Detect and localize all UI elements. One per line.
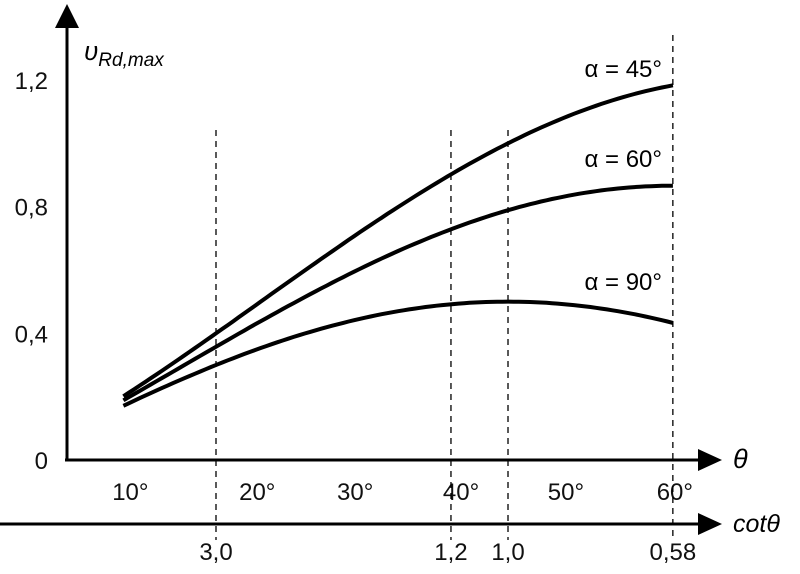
x-tick-label: 30° bbox=[337, 479, 373, 506]
series-line-alpha-60 bbox=[122, 183, 673, 403]
series-line-alpha-90 bbox=[122, 299, 674, 408]
x-tick-label: 10° bbox=[112, 479, 148, 506]
series-label: α = 90° bbox=[584, 269, 662, 296]
y-tick-label: 0 bbox=[35, 448, 48, 475]
cot-tick-label: 1,2 bbox=[434, 539, 467, 566]
x-tick-label: 20° bbox=[239, 479, 275, 506]
y-axis-arrow-icon bbox=[55, 4, 79, 28]
series-line-alpha-45 bbox=[122, 83, 674, 398]
cot-tick-label: 0,58 bbox=[649, 539, 696, 566]
x-tick-label: 50° bbox=[548, 479, 584, 506]
cot-tick-label: 1,0 bbox=[491, 539, 524, 566]
cot-axis-arrow-icon bbox=[698, 513, 722, 535]
y-axis-label: υRd,max bbox=[84, 36, 165, 71]
x-axis-arrow-icon bbox=[698, 449, 722, 471]
cot-tick-label: 3,0 bbox=[199, 539, 232, 566]
y-tick-label: 0,8 bbox=[15, 195, 48, 222]
x-tick-label: 40° bbox=[443, 479, 479, 506]
x-tick-label: 60° bbox=[657, 479, 693, 506]
y-tick-label: 1,2 bbox=[15, 68, 48, 95]
series-label: α = 60° bbox=[584, 146, 662, 173]
y-tick-label: 0,4 bbox=[15, 321, 48, 348]
series-label: α = 45° bbox=[584, 56, 662, 83]
cot-axis-label: cotθ bbox=[733, 510, 780, 538]
x-axis-label: θ bbox=[733, 444, 748, 474]
